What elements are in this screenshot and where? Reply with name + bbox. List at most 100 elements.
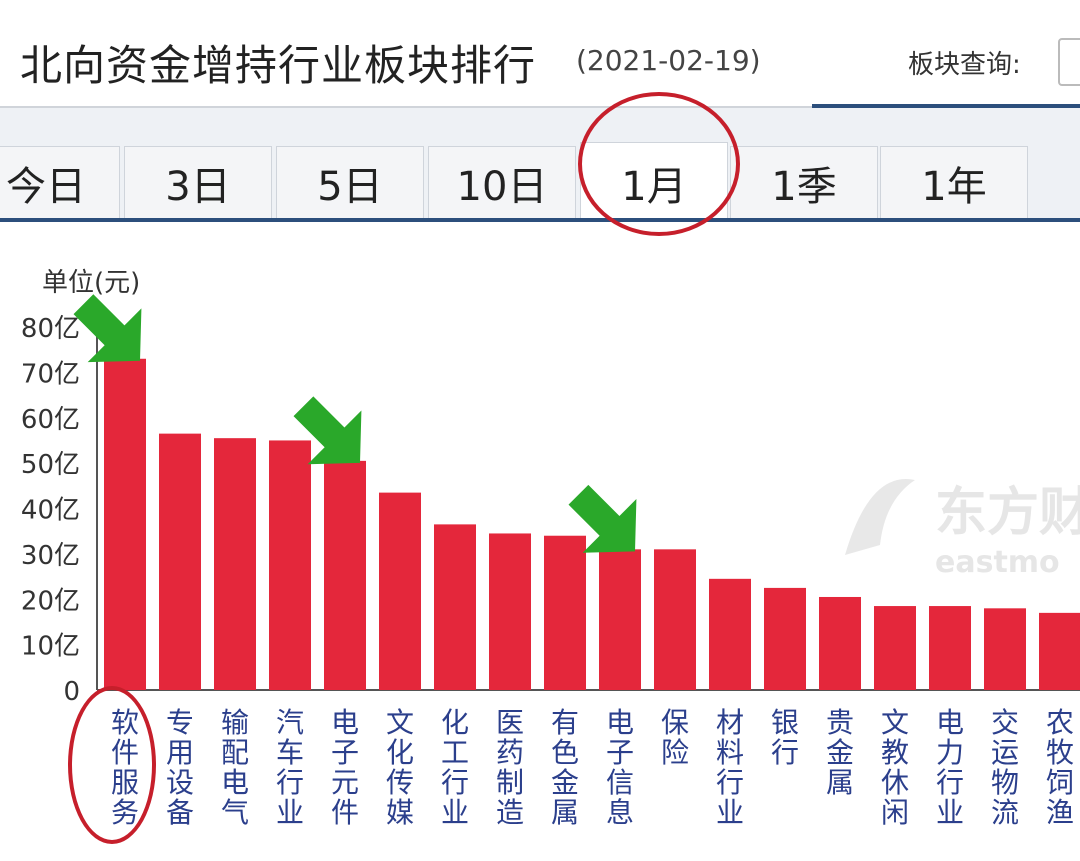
green-arrow-icon: [568, 484, 637, 553]
green-arrow-icon: [293, 396, 362, 465]
watermark-logo-icon: [845, 478, 915, 555]
x-tick-label: 业: [441, 796, 469, 829]
x-tick-label: 交: [991, 706, 1019, 739]
x-tick-label: 险: [661, 736, 689, 769]
bar: [159, 433, 201, 690]
bar: [984, 608, 1026, 690]
x-tick-label: 专: [166, 706, 194, 739]
x-tick-label: 业: [936, 796, 964, 829]
bar: [489, 533, 531, 690]
y-tick-label: 30亿: [21, 541, 80, 571]
x-tick-label: 流: [991, 796, 1019, 829]
x-tick-label: 传: [386, 766, 414, 799]
date-label: (2021-02-19): [576, 44, 761, 77]
bar: [379, 492, 421, 690]
x-tick-label: 电: [606, 706, 634, 739]
x-tick-label: 文: [881, 706, 909, 739]
bar: [269, 440, 311, 690]
tab-7[interactable]: 1年: [880, 146, 1028, 218]
bar: [874, 606, 916, 690]
y-tick-label: 0: [63, 677, 80, 707]
bar: [599, 549, 641, 690]
bar: [544, 535, 586, 690]
bar: [214, 438, 256, 690]
x-tick-label: 行: [771, 736, 799, 769]
page-header: 北向资金增持行业板块排行 (2021-02-19) 板块查询:: [0, 0, 1080, 108]
x-tick-label: 休: [881, 766, 909, 799]
x-tick-label: 银: [771, 706, 799, 739]
x-tick-label: 电: [936, 706, 964, 739]
green-arrow-icon: [73, 294, 142, 363]
x-tick-label: 贵: [826, 706, 854, 739]
y-tick-label: 20亿: [21, 586, 80, 616]
bar: [324, 460, 366, 690]
x-tick-label: 保: [661, 706, 689, 739]
x-tick-label: 金: [826, 736, 854, 769]
sector-query-label: 板块查询:: [908, 50, 1021, 80]
tab-4[interactable]: 10日: [428, 146, 576, 218]
x-tick-label: 闲: [881, 796, 909, 829]
x-tick-label: 配: [221, 736, 249, 769]
x-tick-label: 饲: [1046, 766, 1074, 799]
annotation-circle-1m-tab: [578, 92, 740, 236]
x-tick-label: 车: [276, 736, 304, 769]
tab-2[interactable]: 3日: [124, 146, 272, 218]
y-tick-label: 10亿: [21, 632, 80, 662]
bar: [654, 549, 696, 690]
x-tick-label: 金: [551, 766, 579, 799]
bar: [1039, 612, 1080, 690]
watermark-cn: 东方财: [935, 483, 1080, 543]
bar: [709, 578, 751, 690]
bar: [929, 606, 971, 690]
x-tick-label: 电: [221, 766, 249, 799]
x-tick-label: 行: [441, 766, 469, 799]
tab-3[interactable]: 5日: [276, 146, 424, 218]
bar: [764, 587, 806, 690]
x-tick-label: 汽: [276, 706, 304, 739]
x-tick-label: 有: [551, 706, 579, 739]
unit-label: 单位(元): [42, 268, 141, 298]
bar: [434, 524, 476, 690]
x-tick-label: 设: [166, 766, 194, 799]
bar: [104, 358, 146, 690]
y-tick-label: 50亿: [21, 450, 80, 480]
tab-6[interactable]: 1季: [730, 146, 878, 218]
tab-underline: [0, 218, 1080, 222]
x-tick-label: 制: [496, 766, 524, 799]
x-tick-label: 气: [221, 796, 249, 829]
x-tick-label: 子: [331, 736, 359, 769]
x-tick-label: 造: [496, 796, 524, 829]
y-tick-label: 70亿: [21, 359, 80, 389]
x-tick-label: 媒: [386, 796, 414, 829]
x-tick-label: 用: [166, 736, 194, 769]
tab-1[interactable]: 今日: [0, 146, 120, 218]
header-divider: [0, 106, 812, 108]
x-tick-label: 力: [936, 736, 964, 769]
x-tick-label: 元: [331, 766, 359, 799]
x-tick-label: 工: [441, 736, 469, 769]
x-tick-label: 业: [716, 796, 744, 829]
page-title: 北向资金增持行业板块排行: [20, 41, 537, 90]
x-tick-label: 料: [716, 736, 744, 769]
x-tick-label: 医: [496, 706, 524, 739]
x-tick-label: 材: [716, 706, 744, 739]
x-tick-label: 行: [276, 766, 304, 799]
x-tick-label: 化: [386, 736, 414, 769]
x-tick-label: 渔: [1046, 796, 1074, 829]
x-tick-label: 农: [1046, 706, 1074, 739]
x-tick-label: 电: [331, 706, 359, 739]
x-tick-label: 化: [441, 706, 469, 739]
watermark-en: eastmo: [935, 545, 1060, 580]
x-tick-label: 输: [221, 706, 249, 739]
x-tick-label: 件: [331, 796, 359, 829]
x-tick-label: 教: [881, 736, 909, 769]
x-tick-label: 文: [386, 706, 414, 739]
bar: [819, 596, 861, 690]
x-tick-label: 属: [551, 796, 579, 829]
y-tick-label: 60亿: [21, 405, 80, 435]
sector-query-input[interactable]: [1058, 38, 1080, 86]
annotation-circle-software: [68, 686, 156, 844]
x-tick-label: 属: [826, 766, 854, 799]
y-tick-label: 40亿: [21, 496, 80, 526]
